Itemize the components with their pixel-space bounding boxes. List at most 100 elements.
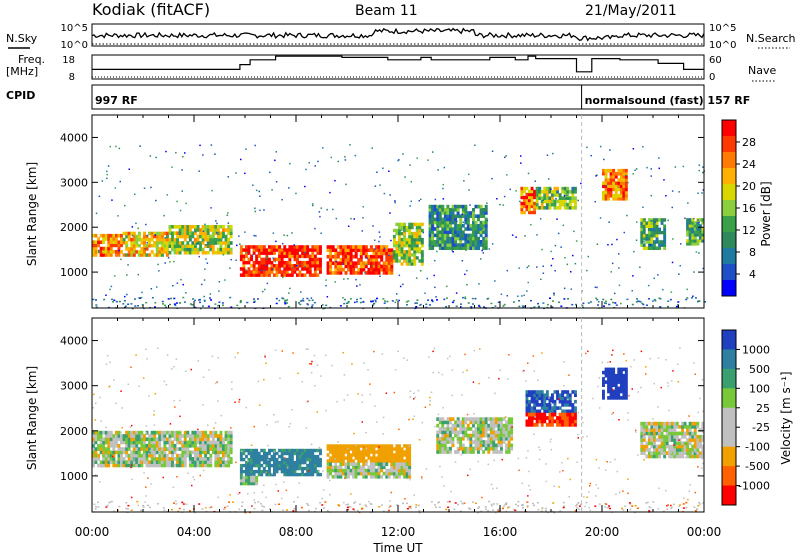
data-cell bbox=[178, 460, 182, 464]
scatter-point bbox=[344, 159, 347, 161]
scatter-point bbox=[553, 294, 555, 296]
data-cell bbox=[275, 270, 279, 274]
data-cell bbox=[385, 447, 389, 451]
data-cell bbox=[176, 250, 179, 255]
data-cell bbox=[410, 259, 414, 263]
data-cell bbox=[548, 412, 552, 417]
data-cell bbox=[290, 466, 294, 471]
scatter-point bbox=[146, 242, 148, 244]
data-cell bbox=[464, 246, 468, 250]
scatter-point bbox=[319, 447, 321, 450]
ground-point bbox=[189, 303, 192, 305]
data-cell bbox=[199, 437, 202, 442]
data-cell bbox=[459, 246, 463, 250]
scatter-point bbox=[222, 236, 224, 239]
data-cell bbox=[405, 475, 409, 479]
data-cell bbox=[441, 227, 445, 231]
data-cell bbox=[313, 460, 317, 465]
data-cell bbox=[372, 471, 376, 476]
data-cell bbox=[655, 431, 659, 436]
data-cell bbox=[137, 237, 141, 242]
data-cell bbox=[336, 254, 340, 259]
data-cell bbox=[528, 210, 531, 215]
scatter-point bbox=[488, 376, 490, 379]
data-cell bbox=[464, 450, 468, 454]
data-cell bbox=[127, 457, 131, 461]
scatter-point bbox=[562, 470, 564, 472]
data-cell bbox=[270, 264, 274, 268]
data-cell bbox=[92, 434, 95, 438]
data-cell bbox=[398, 456, 401, 460]
data-cell bbox=[372, 264, 376, 269]
scatter-point bbox=[441, 476, 443, 478]
ground-point bbox=[324, 501, 327, 503]
data-cell bbox=[97, 443, 100, 448]
scatter-point bbox=[609, 461, 612, 463]
data-cell bbox=[150, 434, 154, 438]
data-cell bbox=[216, 463, 220, 468]
data-cell bbox=[250, 478, 253, 483]
ground-point bbox=[662, 510, 665, 513]
scatter-point bbox=[129, 426, 131, 428]
data-cell bbox=[525, 396, 529, 401]
data-cell bbox=[602, 181, 605, 185]
data-cell bbox=[247, 463, 251, 468]
data-cell bbox=[148, 253, 152, 257]
data-cell bbox=[288, 257, 292, 262]
data-cell bbox=[403, 241, 406, 245]
data-cell bbox=[183, 237, 187, 242]
ground-point bbox=[474, 297, 477, 300]
data-cell bbox=[472, 208, 475, 212]
data-cell bbox=[329, 450, 332, 454]
data-cell bbox=[115, 437, 118, 442]
data-cell bbox=[683, 444, 687, 449]
data-cell bbox=[477, 443, 480, 448]
scatter-point bbox=[464, 273, 466, 276]
data-cell bbox=[418, 222, 422, 227]
data-cell bbox=[137, 434, 141, 438]
data-cell bbox=[428, 220, 432, 225]
data-cell bbox=[311, 260, 315, 265]
data-cell bbox=[155, 430, 159, 435]
data-cell bbox=[385, 248, 389, 252]
scatter-point bbox=[347, 447, 349, 450]
data-cell bbox=[224, 434, 228, 438]
data-cell bbox=[229, 430, 233, 435]
data-cell bbox=[196, 228, 200, 232]
scatter-point bbox=[146, 358, 148, 360]
data-cell bbox=[528, 201, 531, 206]
scatter-point bbox=[438, 223, 440, 225]
data-cell bbox=[558, 412, 562, 417]
data-cell bbox=[211, 231, 215, 235]
data-cell bbox=[449, 217, 452, 222]
data-cell bbox=[227, 447, 231, 451]
data-cell bbox=[94, 453, 98, 458]
data-cell bbox=[257, 460, 261, 465]
data-cell bbox=[158, 247, 162, 251]
scatter-point bbox=[360, 470, 362, 473]
data-cell bbox=[390, 248, 394, 252]
scatter-point bbox=[589, 485, 591, 487]
data-cell bbox=[229, 437, 233, 442]
data-cell bbox=[377, 254, 381, 259]
data-cell bbox=[160, 460, 164, 464]
data-cell bbox=[344, 264, 348, 269]
data-cell bbox=[612, 383, 616, 387]
data-cell bbox=[464, 204, 468, 209]
data-cell bbox=[255, 248, 259, 252]
data-cell bbox=[165, 430, 169, 435]
data-cell bbox=[441, 246, 445, 250]
data-cell bbox=[219, 457, 223, 461]
data-cell bbox=[255, 478, 259, 483]
data-cell bbox=[247, 267, 251, 271]
data-cell bbox=[247, 466, 251, 471]
ground-point bbox=[306, 503, 309, 505]
data-cell bbox=[112, 437, 116, 442]
data-cell bbox=[556, 422, 559, 427]
scatter-point bbox=[557, 232, 560, 235]
data-cell bbox=[431, 211, 435, 215]
data-cell bbox=[492, 436, 496, 441]
data-cell bbox=[102, 253, 106, 257]
data-cell bbox=[387, 271, 391, 275]
scatter-point bbox=[562, 224, 565, 227]
